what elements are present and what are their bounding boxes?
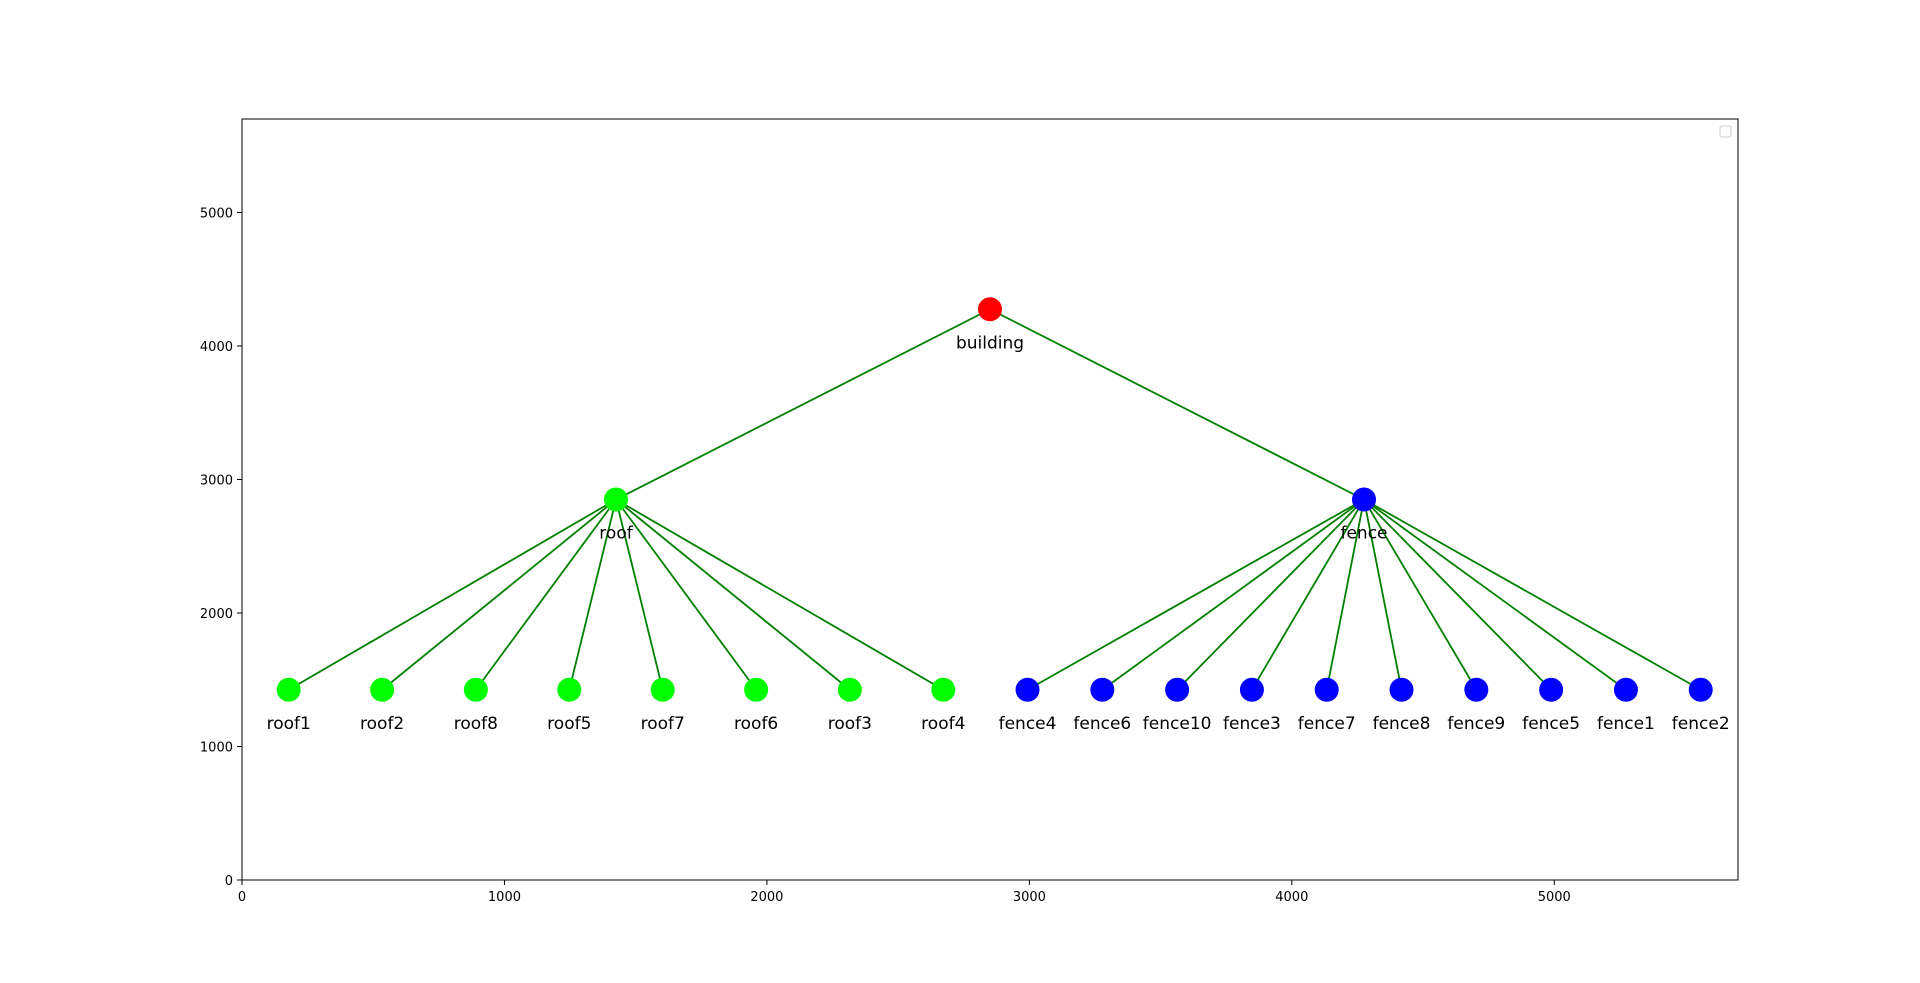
node-roof6: [744, 677, 769, 702]
edge-fence-fence1: [1363, 498, 1627, 691]
edge-fence-fence5: [1363, 498, 1552, 691]
node-label-roof5: roof5: [547, 714, 591, 734]
node-label-fence9: fence9: [1447, 714, 1505, 734]
edge-building-fence: [989, 308, 1365, 501]
legend-box: [1719, 125, 1732, 138]
y-tick-label-3000: 3000: [200, 473, 233, 488]
edge-building-roof: [615, 308, 991, 501]
x-tick-label-3000: 3000: [1013, 890, 1046, 905]
y-tick-label-4000: 4000: [200, 340, 233, 355]
x-tick-label-5000: 5000: [1538, 890, 1571, 905]
node-label-roof6: roof6: [734, 714, 778, 734]
edge-roof-roof1: [288, 498, 617, 691]
edge-fence-fence3: [1251, 499, 1365, 691]
node-label-building: building: [956, 333, 1024, 353]
edge-fence-fence4: [1027, 498, 1365, 691]
node-roof2: [370, 677, 395, 702]
edge-fence-fence10: [1176, 498, 1365, 691]
node-fence3: [1239, 677, 1264, 702]
y-tick-label-0: 0: [225, 874, 233, 889]
edge-fence-fence8: [1363, 499, 1403, 690]
edge-fence-fence7: [1325, 499, 1365, 690]
node-roof3: [837, 677, 862, 702]
node-label-roof2: roof2: [360, 714, 404, 734]
node-fence8: [1389, 677, 1414, 702]
node-label-fence7: fence7: [1298, 714, 1356, 734]
node-labels-layer: building roof fence roof1 roof2 roof8 roof5 roo…: [267, 333, 1730, 734]
x-tick-label-2000: 2000: [750, 890, 783, 905]
node-label-fence3: fence3: [1223, 714, 1281, 734]
x-tick-label-4000: 4000: [1275, 890, 1308, 905]
node-label-roof4: roof4: [921, 714, 965, 734]
node-fence1: [1613, 677, 1638, 702]
edge-fence-fence9: [1363, 499, 1478, 691]
edge-roof-roof4: [615, 498, 944, 691]
edges-layer: [288, 308, 1702, 691]
x-tick-label-1000: 1000: [488, 890, 521, 905]
node-fence: [1352, 487, 1376, 512]
node-building: [978, 297, 1002, 322]
node-fence9: [1464, 677, 1489, 702]
y-tick-label-2000: 2000: [200, 607, 233, 622]
edge-fence-fence6: [1101, 498, 1365, 691]
node-label-fence5: fence5: [1522, 714, 1580, 734]
node-label-roof7: roof7: [641, 714, 685, 734]
edge-roof-roof6: [615, 498, 757, 691]
node-roof8: [463, 677, 488, 702]
node-label-roof8: roof8: [454, 714, 498, 734]
node-roof7: [650, 677, 675, 702]
node-roof5: [557, 677, 582, 702]
plot-frame: [241, 118, 1739, 881]
node-label-fence8: fence8: [1373, 714, 1431, 734]
node-fence5: [1539, 677, 1564, 702]
node-fence10: [1165, 677, 1190, 702]
node-roof1: [276, 677, 301, 702]
node-roof: [604, 487, 628, 512]
node-fence7: [1314, 677, 1339, 702]
node-roof4: [931, 677, 956, 702]
edge-roof-roof2: [381, 498, 617, 691]
node-label-fence4: fence4: [999, 714, 1057, 734]
node-fence6: [1090, 677, 1115, 702]
y-tick-label-1000: 1000: [200, 740, 233, 755]
node-fence2: [1688, 677, 1713, 702]
node-label-roof: roof: [599, 524, 633, 544]
node-fence4: [1015, 677, 1040, 702]
node-label-fence: fence: [1340, 524, 1387, 544]
edge-roof-roof5: [568, 499, 617, 690]
node-label-roof3: roof3: [828, 714, 872, 734]
edge-fence-fence2: [1363, 498, 1702, 691]
edge-roof-roof3: [615, 498, 851, 691]
node-label-roof1: roof1: [267, 714, 311, 734]
node-label-fence10: fence10: [1143, 714, 1212, 734]
node-label-fence1: fence1: [1597, 714, 1655, 734]
node-label-fence2: fence2: [1672, 714, 1730, 734]
node-label-fence6: fence6: [1073, 714, 1131, 734]
x-tick-label-0: 0: [238, 890, 246, 905]
nodes-layer: [276, 297, 1713, 702]
y-tick-label-5000: 5000: [200, 206, 233, 221]
edge-roof-roof8: [475, 498, 617, 691]
edge-roof-roof7: [615, 499, 664, 690]
axes-layer: 0 1000 2000 3000 4000 5000 0 1000 2000 3000 4000 50…: [200, 206, 1571, 905]
